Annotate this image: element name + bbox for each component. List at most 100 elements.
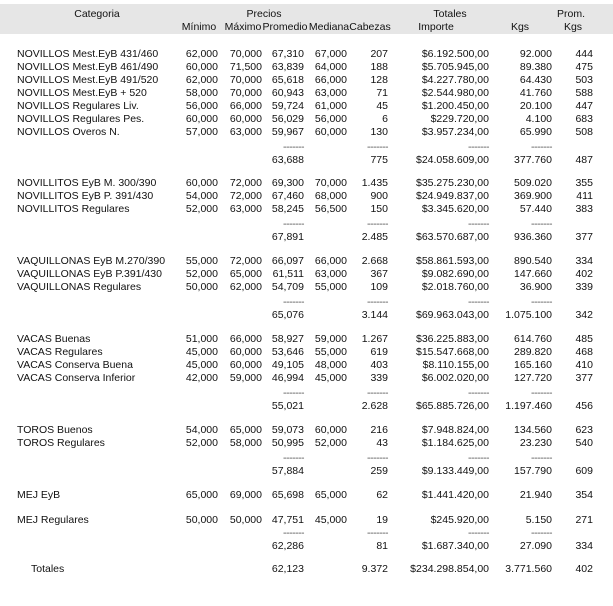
cell-maximo: 69,000 bbox=[229, 489, 262, 501]
cell-prom: 475 bbox=[575, 61, 593, 73]
cell-importe: $36.225.883,00 bbox=[416, 333, 489, 345]
category-label: VAQUILLONAS EyB P.391/430 bbox=[17, 268, 162, 280]
cell-importe: $229.720,00 bbox=[430, 113, 489, 125]
cell-prom: 383 bbox=[575, 203, 593, 215]
cell-importe: $1.200.450,00 bbox=[421, 100, 489, 112]
cell-cabezas: 62 bbox=[376, 489, 388, 501]
cell-kgs: 36.900 bbox=[519, 281, 552, 293]
cell-minimo: 55,000 bbox=[185, 255, 218, 267]
cell-mediana: 56,500 bbox=[314, 203, 347, 215]
header-prom-kgs: Kgs bbox=[563, 21, 583, 33]
cell-maximo: 60,000 bbox=[229, 359, 262, 371]
cell-mediana: 59,000 bbox=[314, 333, 347, 345]
cell-cabezas: 45 bbox=[376, 100, 388, 112]
cell-promedio: 65,618 bbox=[271, 74, 304, 86]
cell-promedio: 53,646 bbox=[271, 346, 304, 358]
cell-mediana: 66,000 bbox=[314, 74, 347, 86]
cell-importe: $58.861.593,00 bbox=[416, 255, 489, 267]
cell-prom: 508 bbox=[575, 126, 593, 138]
cell-kgs: 289.820 bbox=[514, 346, 552, 358]
subtotal-importe: $1.687.340,00 bbox=[421, 540, 489, 552]
category-label: NOVILLITOS EyB M. 300/390 bbox=[17, 177, 157, 189]
cell-kgs: 134.560 bbox=[514, 424, 552, 436]
cell-importe: $1.184.625,00 bbox=[421, 437, 489, 449]
cell-mediana: 60,000 bbox=[314, 126, 347, 138]
grand-total-cabezas: 9.372 bbox=[361, 563, 388, 575]
subtotal-prom: 377 bbox=[575, 231, 593, 243]
separator-line: ------- bbox=[283, 141, 304, 153]
subtotal-prom: 609 bbox=[575, 465, 593, 477]
cell-cabezas: 367 bbox=[370, 268, 388, 280]
cell-kgs: 65.990 bbox=[519, 126, 552, 138]
subtotal-importe: $65.885.726,00 bbox=[416, 400, 489, 412]
cell-maximo: 65,000 bbox=[229, 268, 262, 280]
cell-importe: $4.227.780,00 bbox=[421, 74, 489, 86]
cell-cabezas: 130 bbox=[370, 126, 388, 138]
cell-mediana: 70,000 bbox=[314, 177, 347, 189]
cell-maximo: 65,000 bbox=[229, 424, 262, 436]
cell-minimo: 65,000 bbox=[185, 489, 218, 501]
cell-maximo: 66,000 bbox=[229, 100, 262, 112]
separator-line: ------- bbox=[468, 527, 489, 539]
separator-line: ------- bbox=[531, 141, 552, 153]
cell-minimo: 51,000 bbox=[185, 333, 218, 345]
separator-line: ------- bbox=[283, 387, 304, 399]
separator-line: ------- bbox=[283, 527, 304, 539]
cell-promedio: 49,105 bbox=[271, 359, 304, 371]
cell-maximo: 60,000 bbox=[229, 113, 262, 125]
cell-cabezas: 109 bbox=[370, 281, 388, 293]
cell-prom: 503 bbox=[575, 74, 593, 86]
separator-line: ------- bbox=[367, 218, 388, 230]
separator-line: ------- bbox=[367, 296, 388, 308]
cell-maximo: 50,000 bbox=[229, 514, 262, 526]
cell-minimo: 60,000 bbox=[185, 177, 218, 189]
cell-maximo: 59,000 bbox=[229, 372, 262, 384]
cell-maximo: 72,000 bbox=[229, 255, 262, 267]
separator-line: ------- bbox=[531, 387, 552, 399]
separator-line: ------- bbox=[367, 141, 388, 153]
category-label: VAQUILLONAS Regulares bbox=[17, 281, 142, 293]
subtotal-promedio: 65,076 bbox=[271, 309, 304, 321]
category-label: TOROS Buenos bbox=[17, 424, 93, 436]
grand-total-promedio: 62,123 bbox=[271, 563, 304, 575]
cell-mediana: 63,000 bbox=[314, 87, 347, 99]
category-label: NOVILLOS Overos N. bbox=[17, 126, 120, 138]
subtotal-prom: 342 bbox=[575, 309, 593, 321]
cell-importe: $3.345.620,00 bbox=[421, 203, 489, 215]
subtotal-kgs: 377.760 bbox=[514, 154, 552, 166]
cell-importe: $3.957.234,00 bbox=[421, 126, 489, 138]
cell-kgs: 57.440 bbox=[519, 203, 552, 215]
grand-total-importe: $234.298.854,00 bbox=[410, 563, 489, 575]
cell-minimo: 62,000 bbox=[185, 74, 218, 86]
cell-cabezas: 2.668 bbox=[361, 255, 388, 267]
cell-mediana: 48,000 bbox=[314, 359, 347, 371]
cell-prom: 468 bbox=[575, 346, 593, 358]
cell-importe: $7.948.824,00 bbox=[421, 424, 489, 436]
cell-minimo: 56,000 bbox=[185, 100, 218, 112]
cell-minimo: 62,000 bbox=[185, 48, 218, 60]
cell-maximo: 62,000 bbox=[229, 281, 262, 293]
subtotal-prom: 456 bbox=[575, 400, 593, 412]
cell-prom: 623 bbox=[575, 424, 593, 436]
header-maximo: Máximo bbox=[224, 21, 262, 33]
cell-kgs: 92.000 bbox=[519, 48, 552, 60]
subtotal-promedio: 62,286 bbox=[271, 540, 304, 552]
cell-kgs: 369.900 bbox=[514, 190, 552, 202]
subtotal-kgs: 157.790 bbox=[514, 465, 552, 477]
cell-importe: $8.110.155,00 bbox=[422, 359, 489, 371]
category-label: NOVILLOS Mest.EyB 461/490 bbox=[17, 61, 159, 73]
cell-promedio: 65,698 bbox=[271, 489, 304, 501]
cell-cabezas: 6 bbox=[382, 113, 388, 125]
cell-minimo: 50,000 bbox=[185, 281, 218, 293]
cell-cabezas: 403 bbox=[370, 359, 388, 371]
separator-line: ------- bbox=[283, 218, 304, 230]
separator-line: ------- bbox=[531, 527, 552, 539]
cell-cabezas: 339 bbox=[370, 372, 388, 384]
category-label: VACAS Conserva Inferior bbox=[17, 372, 136, 384]
cell-promedio: 58,927 bbox=[271, 333, 304, 345]
cell-importe: $5.705.945,00 bbox=[421, 61, 489, 73]
cell-promedio: 46,994 bbox=[271, 372, 304, 384]
cell-mediana: 45,000 bbox=[314, 514, 347, 526]
category-label: NOVILLOS Mest.EyB + 520 bbox=[17, 87, 147, 99]
cell-prom: 411 bbox=[576, 190, 593, 202]
